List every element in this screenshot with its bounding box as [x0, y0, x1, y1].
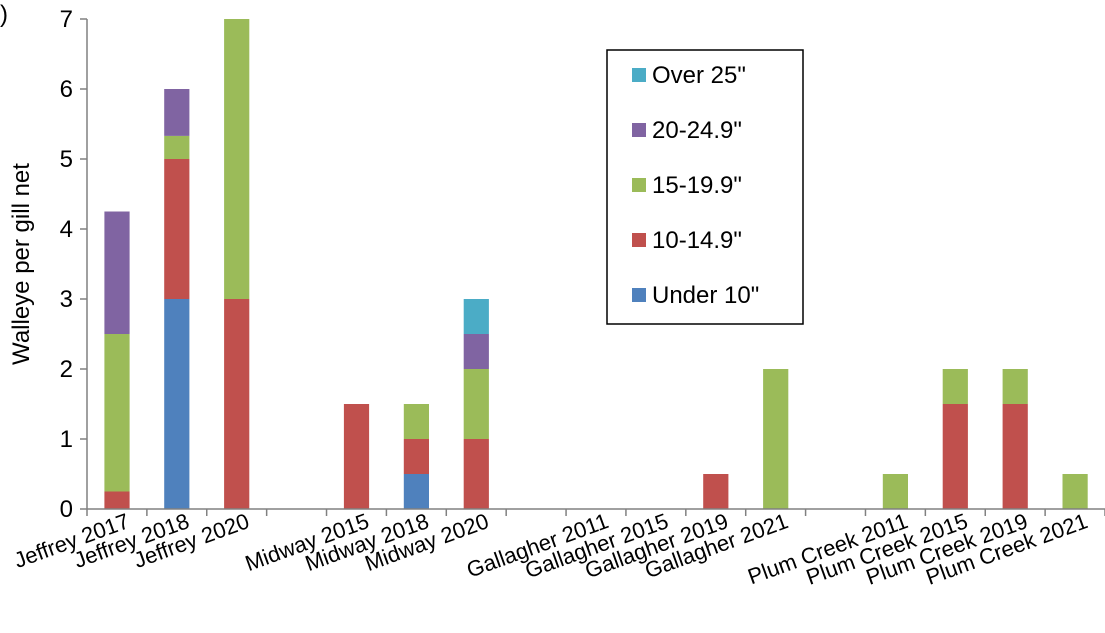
y-tick-label: 7	[60, 6, 73, 33]
bar-segment	[224, 299, 250, 509]
bar-segment	[703, 474, 729, 509]
y-tick-label: 2	[60, 356, 73, 383]
panel-label: )	[0, 1, 8, 28]
bar-segment	[164, 89, 190, 136]
bar-segment	[1002, 369, 1028, 404]
bar-segment	[403, 439, 429, 474]
bar-segment	[164, 135, 190, 159]
legend-swatch	[632, 288, 646, 302]
y-tick-label: 5	[60, 146, 73, 173]
bar-segment	[403, 474, 429, 509]
y-tick-label: 1	[60, 426, 73, 453]
legend-label: 10-14.9"	[652, 227, 742, 254]
legend-label: 20-24.9"	[652, 117, 742, 144]
y-tick-label: 6	[60, 76, 73, 103]
bar-segment	[942, 369, 968, 404]
bar-segment	[164, 299, 190, 509]
bar-segment	[463, 439, 489, 509]
bar-segment	[942, 404, 968, 509]
legend-swatch	[632, 233, 646, 247]
legend-label: Under 10"	[652, 282, 759, 309]
bar-segment	[224, 19, 250, 299]
bar-segment	[1062, 474, 1088, 509]
legend-label: 15-19.9"	[652, 172, 742, 199]
y-tick-label: 4	[60, 216, 73, 243]
bar-segment	[463, 369, 489, 439]
bar-segment	[104, 334, 130, 492]
bar-segment	[882, 474, 908, 509]
legend-label: Over 25"	[652, 62, 746, 89]
bar-segment	[463, 334, 489, 369]
bar-segment	[164, 159, 190, 299]
legend: Over 25" 20-24.9" 15-19.9" 10-14.9" Under 10…	[606, 49, 804, 325]
bar-segment	[463, 299, 489, 334]
legend-swatch	[632, 123, 646, 137]
bar-segment	[763, 369, 789, 509]
legend-swatch	[632, 178, 646, 192]
y-tick-label: 0	[60, 496, 73, 523]
legend-swatch	[632, 68, 646, 82]
y-axis-title: Walleye per gill net	[8, 163, 35, 365]
bar-segment	[104, 491, 130, 509]
bar-segment	[104, 211, 130, 334]
bar-segment	[343, 404, 370, 509]
bar-segment	[1002, 404, 1028, 509]
bar-segment	[403, 404, 429, 439]
y-tick-label: 3	[60, 286, 73, 313]
bars-layer	[104, 19, 1088, 509]
